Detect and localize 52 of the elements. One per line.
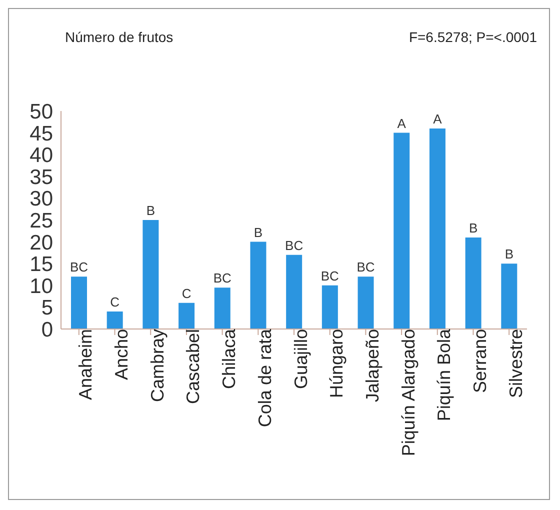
- data-label: C: [182, 286, 192, 301]
- x-tick-label: Guajillo: [290, 329, 311, 390]
- bar: [286, 254, 302, 329]
- bar: [429, 128, 446, 329]
- data-label: A: [397, 116, 406, 131]
- bar: [465, 237, 482, 329]
- y-tick-label: 15: [30, 253, 53, 276]
- x-tick-label: Cambray: [147, 329, 168, 402]
- x-tick-label: Piquín Alargado: [398, 329, 418, 456]
- x-tick-label: Piquín Bola: [434, 328, 454, 422]
- data-label: BC: [213, 270, 232, 286]
- y-tick-label: 25: [30, 209, 53, 232]
- y-tick-label: 30: [30, 188, 53, 211]
- bar: [142, 220, 159, 329]
- x-tick-label: Anaheim: [76, 329, 96, 400]
- y-tick-label: 5: [41, 296, 53, 320]
- y-tick-label: 10: [30, 274, 53, 298]
- x-tick-label: Ancho: [112, 329, 132, 380]
- data-label: B: [504, 246, 514, 262]
- data-label: B: [254, 224, 263, 240]
- bar: [178, 302, 195, 329]
- x-tick-label: Jalapeño: [362, 329, 382, 402]
- data-label: BC: [356, 260, 375, 275]
- chart-title: Número de frutos: [65, 29, 174, 45]
- y-tick-label: 40: [30, 144, 53, 168]
- x-tick-label: Cola de rata: [254, 328, 275, 428]
- y-tick-label: 0: [41, 318, 53, 342]
- text: F=6.5278; P=<.0001: [408, 29, 537, 45]
- data-label: BC: [285, 238, 304, 253]
- x-tick-label: Cascabel: [183, 329, 204, 404]
- bar: [358, 276, 374, 329]
- y-tick-label: 45: [30, 122, 53, 146]
- x-tick-label: Húngaro: [326, 329, 347, 398]
- y-tick-label: 35: [30, 166, 53, 189]
- x-tick-label: Serrano: [470, 329, 490, 394]
- x-tick-label: Silvestre: [506, 329, 526, 398]
- bar: [71, 276, 87, 329]
- bar: [250, 242, 266, 329]
- bar: [322, 285, 338, 329]
- data-label: C: [110, 294, 120, 310]
- y-tick-label: 20: [30, 231, 53, 254]
- bar: [501, 264, 518, 329]
- y-tick-label: 50: [30, 100, 53, 124]
- data-label: BC: [320, 268, 339, 284]
- bar: [106, 312, 123, 329]
- x-tick-label: Chilaca: [219, 328, 240, 390]
- data-label: B: [468, 220, 478, 236]
- data-label: A: [433, 111, 442, 126]
- data-label: B: [146, 203, 156, 218]
- data-label: BC: [70, 260, 88, 275]
- bar: [394, 132, 410, 329]
- bar: [214, 288, 230, 329]
